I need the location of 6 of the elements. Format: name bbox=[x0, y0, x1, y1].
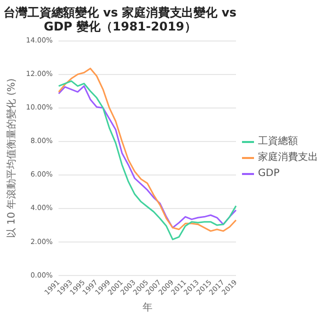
legend-label: GDP bbox=[258, 167, 280, 181]
x-axis-title: 年 bbox=[142, 302, 152, 314]
chart-title: 台灣工資總額變化 vs 家庭消費支出變化 vs GDP 變化（1981-2019） bbox=[4, 5, 236, 34]
legend-label: 家庭消費支出 bbox=[258, 150, 318, 165]
y-axis-title: 以 10 年滾動平均值衡量的變化 (%) bbox=[6, 78, 18, 238]
legend-label: 工資總額 bbox=[258, 134, 298, 149]
